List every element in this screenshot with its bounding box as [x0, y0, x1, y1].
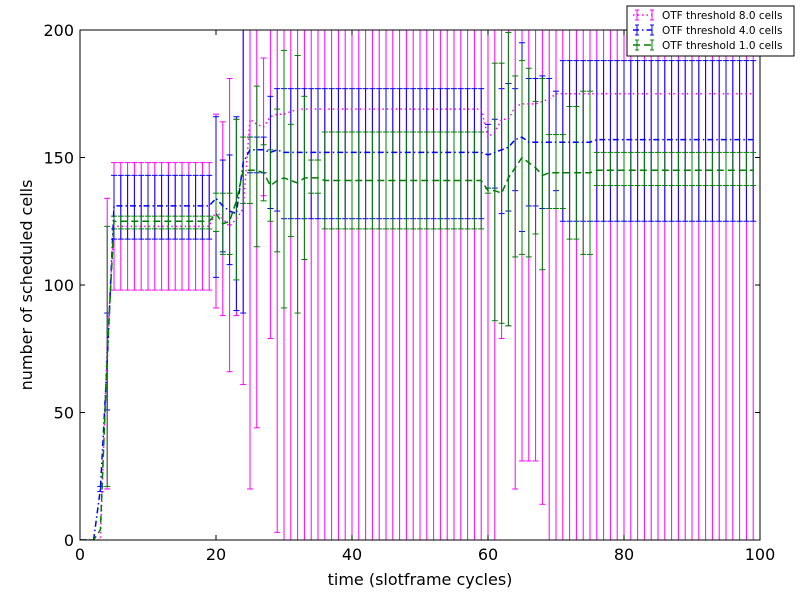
x-tick-label: 80: [614, 545, 634, 564]
legend-label: OTF threshold 4.0 cells: [662, 25, 782, 37]
y-tick-label: 200: [43, 21, 74, 40]
y-tick-label: 100: [43, 276, 74, 295]
x-tick-label: 0: [75, 545, 85, 564]
y-axis-label: number of scheduled cells: [17, 180, 36, 391]
x-tick-label: 40: [342, 545, 362, 564]
legend: OTF threshold 8.0 cells OTF threshold 4.0…: [626, 5, 795, 57]
x-axis-label: time (slotframe cycles): [328, 570, 513, 589]
plot-area: [80, 30, 757, 540]
series-line-2: [80, 136, 754, 540]
y-tick-label: 150: [43, 149, 74, 168]
series-line-3: [80, 156, 754, 540]
y-tick-label: 50: [54, 404, 74, 423]
legend-label: OTF threshold 8.0 cells: [662, 10, 782, 22]
x-tick-label: 20: [206, 545, 226, 564]
legend-box: [626, 5, 795, 57]
x-tick-label: 100: [745, 545, 776, 564]
legend-label: OTF threshold 1.0 cells: [662, 40, 782, 52]
y-tick-label: 0: [64, 531, 74, 550]
axis-ticks: 0 20 40 60 80 100 0 50 100 150 200: [43, 21, 775, 564]
x-tick-label: 60: [478, 545, 498, 564]
